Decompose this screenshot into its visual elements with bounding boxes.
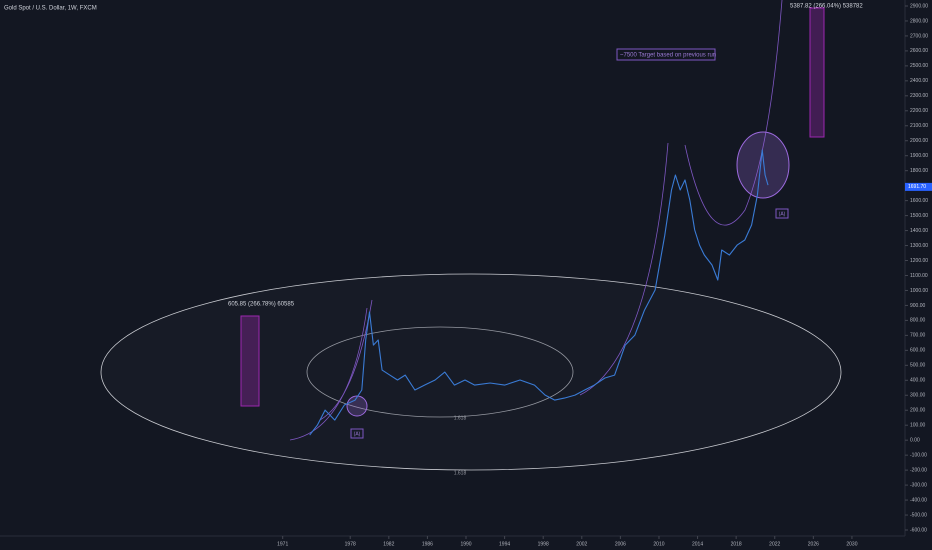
y-tick-label: 1400.00 xyxy=(910,228,928,234)
measure-label: 5387.82 (266.04%) 538782 xyxy=(790,4,863,10)
note-box xyxy=(616,48,716,61)
y-tick-label: 1600.00 xyxy=(910,198,928,204)
y-tick-label: 2700.00 xyxy=(910,33,928,39)
y-tick-label: 2300.00 xyxy=(910,93,928,99)
measure-box xyxy=(240,315,260,407)
y-tick-label: 2500.00 xyxy=(910,63,928,69)
y-tick-label: 100.00 xyxy=(910,423,926,429)
fib-label: 1.618 xyxy=(454,470,467,476)
x-tick-label: 2006 xyxy=(615,541,626,547)
highlight-circle xyxy=(736,131,790,199)
y-tick-label: 2000.00 xyxy=(910,138,928,144)
y-tick-label: -300.00 xyxy=(910,482,927,488)
fib-ellipse-outer xyxy=(100,273,842,471)
label-box xyxy=(350,428,364,439)
x-tick-label: 1994 xyxy=(499,541,510,547)
fib-label: 1.618 xyxy=(454,415,467,421)
x-tick-label: 2014 xyxy=(692,541,703,547)
y-tick-label: -600.00 xyxy=(910,527,927,533)
x-tick-label: 1982 xyxy=(383,541,394,547)
x-tick-label: 1986 xyxy=(422,541,433,547)
y-tick-label: 600.00 xyxy=(910,348,926,354)
x-tick-label: 1978 xyxy=(345,541,356,547)
y-tick-label: 2400.00 xyxy=(910,78,928,84)
y-tick-label: 2200.00 xyxy=(910,108,928,114)
x-tick-label: 2018 xyxy=(731,541,742,547)
y-tick-label: 2100.00 xyxy=(910,123,928,129)
x-tick-label: 2022 xyxy=(769,541,780,547)
y-tick-label: 1300.00 xyxy=(910,243,928,249)
arc xyxy=(684,0,783,226)
x-tick-label: 2002 xyxy=(576,541,587,547)
y-tick-label: -400.00 xyxy=(910,497,927,503)
y-tick-label: 900.00 xyxy=(910,303,926,309)
y-tick-label: 2800.00 xyxy=(910,18,928,24)
y-tick-label: 0.00 xyxy=(910,438,920,444)
y-tick-label: 2900.00 xyxy=(910,3,928,9)
target-note: ~7500 Target based on previous run xyxy=(620,53,716,59)
y-tick-label: 400.00 xyxy=(910,378,926,384)
arc xyxy=(289,307,368,441)
y-tick-label: -200.00 xyxy=(910,467,927,473)
y-tick-label: 1100.00 xyxy=(910,273,928,279)
x-tick-label: 2026 xyxy=(808,541,819,547)
x-tick-label: 2010 xyxy=(653,541,664,547)
y-tick-label: 1200.00 xyxy=(910,258,928,264)
measure-box xyxy=(809,7,825,138)
x-tick-label: 1990 xyxy=(460,541,471,547)
measure-label: 605.85 (266.78%) 60585 xyxy=(228,302,295,308)
y-tick-label: 1000.00 xyxy=(910,288,928,294)
y-tick-label: 200.00 xyxy=(910,408,926,414)
last-price-label: 1691.70 xyxy=(908,184,926,190)
y-tick-label: 2600.00 xyxy=(910,48,928,54)
x-tick-label: 2030 xyxy=(846,541,857,547)
y-tick-label: 1900.00 xyxy=(910,153,928,159)
y-tick-label: 700.00 xyxy=(910,333,926,339)
mark-label: (A) xyxy=(779,211,786,217)
y-tick-label: 500.00 xyxy=(910,363,926,369)
last-price-box xyxy=(905,182,932,191)
y-tick-label: 300.00 xyxy=(910,393,926,399)
y-tick-label: -500.00 xyxy=(910,512,927,518)
label-box xyxy=(775,208,789,219)
y-tick-label: -100.00 xyxy=(910,452,927,458)
y-tick-label: 1800.00 xyxy=(910,168,928,174)
mark-label: (A) xyxy=(354,431,361,437)
chart-title: Gold Spot / U.S. Dollar, 1W, FXCM xyxy=(4,6,97,12)
drawings xyxy=(100,0,842,471)
price-line xyxy=(309,149,769,436)
fib-ellipse-inner xyxy=(306,326,574,418)
x-tick-label: 1998 xyxy=(538,541,549,547)
highlight-circle xyxy=(346,395,368,417)
y-tick-label: 800.00 xyxy=(910,318,926,324)
x-tick-label: 1971 xyxy=(277,541,288,547)
y-tick-label: 1500.00 xyxy=(910,213,928,219)
